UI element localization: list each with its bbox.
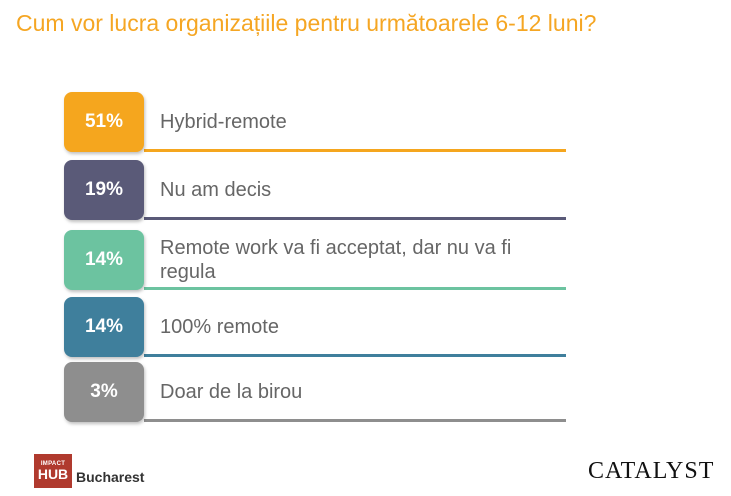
category-underline: [144, 354, 566, 357]
value-badge: 14%: [64, 230, 144, 290]
impact-hub-small-text: IMPACT: [40, 461, 66, 467]
category-underline: [144, 149, 566, 152]
chart-row: 14% 100% remote: [64, 297, 566, 357]
impact-hub-city: Bucharest: [76, 469, 145, 485]
catalyst-logo: CATALYST: [588, 458, 715, 484]
chart-row: 3% Doar de la birou: [64, 362, 566, 422]
category-label: Hybrid-remote: [160, 111, 287, 133]
category-underline: [144, 419, 566, 422]
category-label: 100% remote: [160, 316, 279, 338]
category-label: Remote work va fi acceptat, dar nu va fi…: [160, 237, 512, 283]
category-label: Nu am decis: [160, 179, 272, 201]
category-label: Doar de la birou: [160, 381, 303, 403]
value-badge: 3%: [64, 362, 144, 422]
category-underline: [144, 287, 566, 290]
impact-hub-logo: IMPACT HUB Bucharest: [34, 454, 144, 488]
value-badge: 19%: [64, 160, 144, 220]
value-badge: 14%: [64, 297, 144, 357]
category-underline: [144, 217, 566, 220]
chart-row: 14% Remote work va fi acceptat, dar nu va…: [64, 230, 566, 290]
chart-row: 51% Hybrid-remote: [64, 92, 566, 152]
impact-hub-big-text: HUB: [37, 466, 69, 482]
value-badge: 51%: [64, 92, 144, 152]
chart-row: 19% Nu am decis: [64, 160, 566, 220]
impact-hub-mark: IMPACT HUB: [34, 454, 72, 488]
chart-title: Cum vor lucra organizațiile pentru următ…: [16, 10, 597, 36]
